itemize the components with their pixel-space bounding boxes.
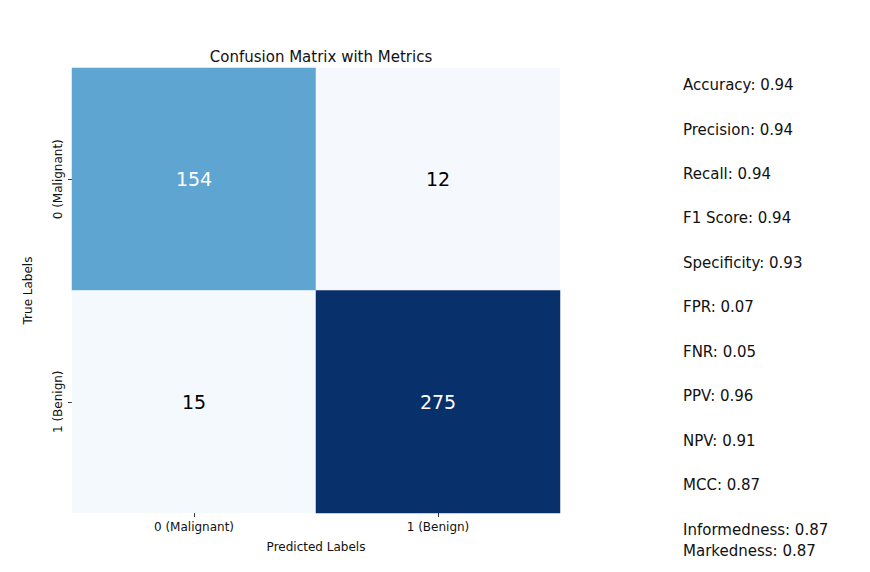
svg-text:Recall: 0.94: Recall: 0.94 — [683, 165, 771, 183]
svg-text:15: 15 — [182, 391, 206, 413]
svg-text:F1 Score: 0.94: F1 Score: 0.94 — [683, 209, 791, 227]
svg-text:275: 275 — [420, 391, 456, 413]
svg-text:12: 12 — [426, 168, 450, 190]
svg-text:0 (Malignant): 0 (Malignant) — [51, 139, 65, 219]
svg-text:Markedness: 0.87: Markedness: 0.87 — [683, 542, 816, 560]
svg-text:PPV: 0.96: PPV: 0.96 — [683, 387, 753, 405]
svg-text:FPR: 0.07: FPR: 0.07 — [683, 298, 754, 316]
svg-text:Predicted Labels: Predicted Labels — [267, 540, 366, 554]
svg-text:Precision: 0.94: Precision: 0.94 — [683, 121, 793, 139]
svg-text:1 (Benign): 1 (Benign) — [51, 370, 65, 433]
svg-text:Accuracy: 0.94: Accuracy: 0.94 — [683, 76, 794, 94]
svg-text:FNR: 0.05: FNR: 0.05 — [683, 343, 756, 361]
svg-text:Informedness: 0.87: Informedness: 0.87 — [683, 521, 828, 539]
svg-text:1 (Benign): 1 (Benign) — [407, 520, 470, 534]
svg-text:True Labels: True Labels — [21, 257, 35, 326]
svg-text:0 (Malignant): 0 (Malignant) — [154, 520, 234, 534]
svg-text:Confusion Matrix with Metrics: Confusion Matrix with Metrics — [210, 48, 433, 66]
svg-text:MCC: 0.87: MCC: 0.87 — [683, 476, 760, 494]
svg-text:NPV: 0.91: NPV: 0.91 — [683, 432, 756, 450]
svg-text:Specificity: 0.93: Specificity: 0.93 — [683, 254, 802, 272]
svg-text:154: 154 — [176, 168, 212, 190]
